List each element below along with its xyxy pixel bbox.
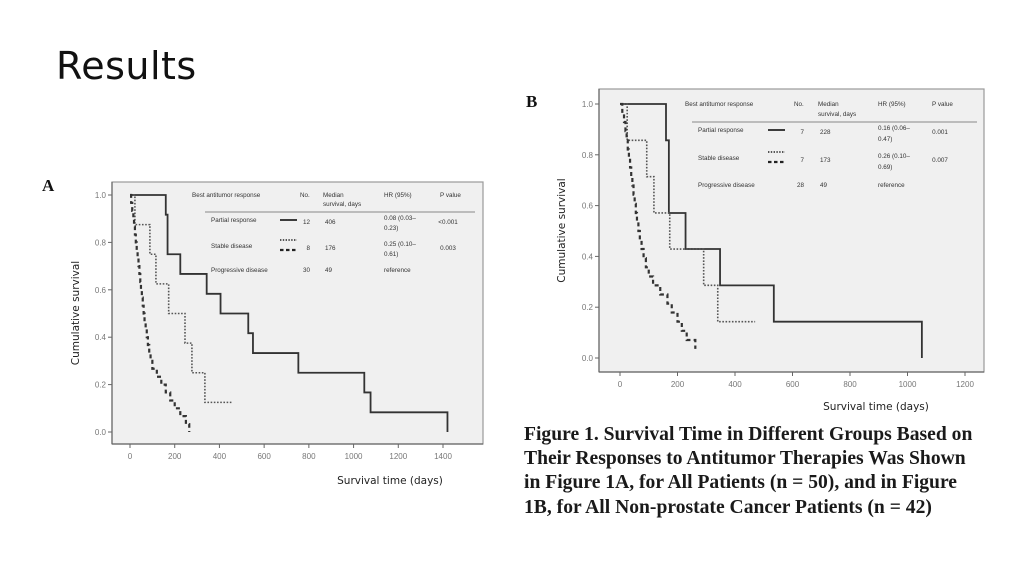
survival-curve-partial-response [620, 103, 923, 358]
x-tick-label: 600 [786, 380, 800, 389]
legend-hr: reference [878, 182, 905, 189]
legend-hr: reference [384, 267, 411, 274]
caption-line: 1B, for All Non-prostate Cancer Patients… [524, 496, 932, 518]
x-tick-label: 800 [843, 380, 857, 389]
legend-group-label: Partial response [698, 127, 744, 134]
caption-line: Figure 1. Survival Time in Different Gro… [524, 424, 973, 445]
legend-n: 8 [306, 245, 310, 252]
legend-n: 30 [303, 267, 311, 274]
plot-area [598, 88, 985, 373]
panel-label-a: A [42, 176, 55, 195]
legend-header-median-2: survival, days [323, 201, 361, 208]
legend-hr-cont: 0.69) [878, 164, 892, 171]
legend-header-p: P value [440, 192, 461, 199]
x-tick-label: 1200 [956, 380, 974, 389]
legend-n: 7 [800, 157, 804, 164]
y-axis-label: Cumulative survival [556, 178, 568, 282]
legend-header-response: Best antitumor response [192, 192, 261, 199]
x-tick-label: 0 [618, 380, 623, 389]
legend-median: 406 [325, 219, 336, 226]
legend-hr: 0.08 (0.03– [384, 215, 416, 222]
survival-curve-stable-disease [620, 103, 756, 323]
y-tick-label: 0.4 [582, 252, 594, 261]
x-tick-label: 200 [671, 380, 685, 389]
survival-curve-progressive-disease [620, 102, 697, 349]
legend-hr: 0.25 (0.10– [384, 241, 416, 248]
legend-group-label: Progressive disease [698, 182, 755, 189]
legend-group-label: Progressive disease [211, 267, 268, 274]
y-tick-label: 1.0 [95, 191, 107, 200]
x-tick-label: 1200 [389, 452, 407, 461]
legend-group-label: Stable disease [698, 155, 740, 162]
x-tick-label: 1000 [345, 452, 363, 461]
y-tick-label: 0.6 [95, 286, 107, 295]
legend-hr-cont: 0.47) [878, 136, 892, 143]
legend-header-median: Median [323, 192, 344, 199]
y-tick-label: 0.2 [582, 303, 594, 312]
x-tick-label: 400 [213, 452, 227, 461]
x-axis-label: Survival time (days) [823, 401, 929, 413]
y-tick-label: 0.8 [95, 238, 107, 247]
plot-area [111, 181, 484, 445]
legend-p: 0.007 [932, 157, 948, 164]
x-tick-label: 400 [728, 380, 742, 389]
legend-median: 173 [820, 157, 831, 164]
survival-curve-progressive-disease [130, 193, 191, 432]
x-tick-label: 600 [257, 452, 271, 461]
y-axis-label: Cumulative survival [70, 261, 82, 365]
legend-median: 176 [325, 245, 336, 252]
legend-n: 7 [800, 129, 804, 136]
x-tick-label: 200 [168, 452, 182, 461]
y-tick-label: 0.0 [95, 428, 107, 437]
legend-header-p: P value [932, 101, 953, 108]
x-tick-label: 800 [302, 452, 316, 461]
legend-p: 0.001 [932, 129, 948, 136]
x-tick-label: 0 [128, 452, 133, 461]
legend-header-no: No. [300, 192, 310, 199]
legend-header-hr: HR (95%) [878, 101, 906, 108]
legend-hr: 0.26 (0.10– [878, 153, 910, 160]
legend-header-no: No. [794, 101, 804, 108]
legend-header-hr: HR (95%) [384, 192, 412, 199]
legend-hr-cont: 0.23) [384, 225, 398, 232]
legend-hr: 0.16 (0.06– [878, 125, 910, 132]
legend-header-median-2: survival, days [818, 111, 856, 118]
caption-line: Their Responses to Antitumor Therapies W… [524, 448, 966, 470]
legend-median: 228 [820, 129, 831, 136]
legend-p: <0.001 [438, 219, 458, 226]
legend-n: 28 [797, 182, 805, 189]
survival-curve-partial-response [130, 194, 449, 432]
y-tick-label: 0.0 [582, 354, 594, 363]
survival-curve-stable-disease [130, 194, 233, 404]
x-tick-label: 1000 [899, 380, 917, 389]
legend-median: 49 [325, 267, 333, 274]
x-axis-label: Survival time (days) [337, 475, 443, 487]
legend-group-label: Stable disease [211, 243, 253, 250]
y-tick-label: 0.8 [582, 151, 594, 160]
y-tick-label: 1.0 [582, 100, 594, 109]
y-tick-label: 0.2 [95, 381, 107, 390]
legend-hr-cont: 0.61) [384, 251, 398, 258]
x-tick-label: 1400 [434, 452, 452, 461]
figure-caption: Figure 1. Survival Time in Different Gro… [524, 423, 1004, 520]
legend-n: 12 [303, 219, 311, 226]
legend-header-median: Median [818, 101, 839, 108]
legend-group-label: Partial response [211, 217, 257, 224]
y-tick-label: 0.6 [582, 202, 594, 211]
y-tick-label: 0.4 [95, 333, 107, 342]
legend-median: 49 [820, 182, 828, 189]
caption-line: in Figure 1A, for All Patients (n = 50),… [524, 472, 957, 494]
legend-header-response: Best antitumor response [685, 101, 754, 108]
slide-title: Results [56, 44, 197, 88]
legend-p: 0.003 [440, 245, 456, 252]
panel-label-b: B [526, 92, 538, 111]
